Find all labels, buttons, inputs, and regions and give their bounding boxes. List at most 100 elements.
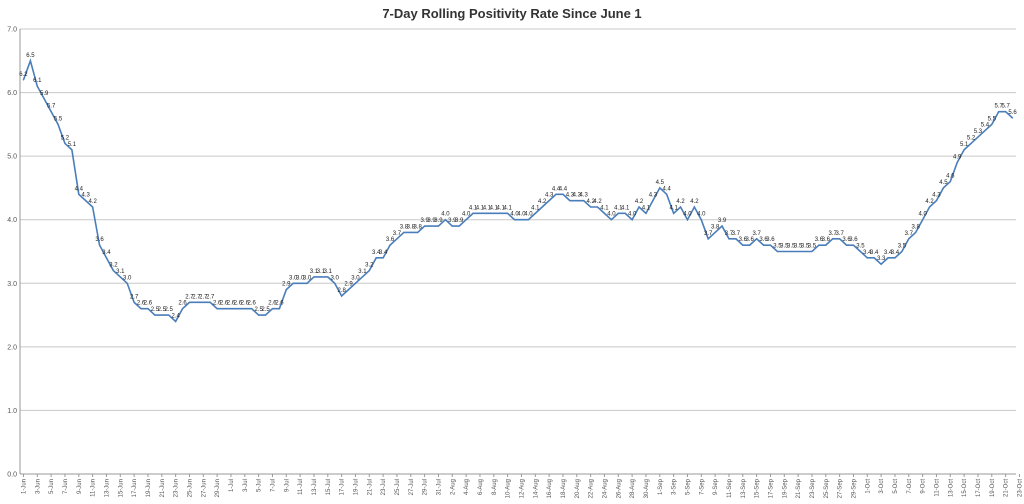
data-point: [880, 263, 882, 265]
x-tick-label: 29-Jul: [423, 479, 429, 495]
data-label: 4.1: [600, 205, 609, 211]
data-label: 3.6: [766, 237, 775, 243]
data-label: 3.4: [379, 250, 388, 256]
data-point: [707, 238, 709, 240]
x-tick-label: 7-Jun: [63, 479, 69, 494]
data-label: 4.3: [932, 193, 941, 199]
data-label: 3.7: [905, 231, 914, 237]
data-label: 5.2: [967, 135, 976, 141]
data-point: [804, 250, 806, 253]
data-label: 4.3: [649, 193, 658, 199]
data-label: 4.6: [946, 174, 955, 180]
data-label: 2.6: [178, 301, 187, 307]
data-label: 2.6: [137, 301, 146, 307]
x-tick-label: 20-Aug: [575, 479, 581, 498]
data-point: [396, 238, 398, 240]
data-point: [949, 180, 951, 183]
data-point: [36, 85, 38, 87]
data-label: 4.4: [552, 186, 561, 192]
data-label: 3.7: [752, 231, 761, 237]
data-label: 4.2: [925, 199, 934, 205]
data-point: [216, 308, 218, 310]
data-label: 4.0: [697, 212, 706, 218]
data-label: 2.5: [254, 307, 263, 313]
y-tick-label: 7.0: [7, 27, 17, 34]
x-tick-label: 13-Oct: [948, 479, 954, 497]
data-point: [714, 231, 716, 234]
data-point: [64, 142, 66, 145]
data-point: [493, 212, 495, 214]
data-point: [472, 212, 474, 214]
data-label: 4.2: [586, 199, 595, 205]
data-point: [797, 250, 799, 253]
y-tick-label: 4.0: [7, 217, 17, 224]
data-point: [251, 308, 253, 310]
data-point: [389, 244, 391, 246]
data-label: 3.9: [427, 218, 436, 224]
data-label: 3.7: [704, 231, 713, 237]
data-label: 4.1: [476, 205, 485, 211]
data-label: 3.8: [414, 224, 423, 230]
data-label: 3.9: [718, 218, 727, 224]
x-tick-label: 23-Jun: [174, 479, 180, 497]
data-point: [839, 238, 841, 240]
x-tick-label: 21-Sep: [796, 478, 802, 498]
data-label: 3.9: [420, 218, 429, 224]
data-point: [22, 79, 25, 81]
data-label: 3.1: [310, 269, 319, 275]
data-point: [403, 231, 405, 234]
x-tick-label: 24-Aug: [602, 479, 608, 498]
x-tick-label: 23-Sep: [810, 478, 816, 498]
data-label: 3.7: [732, 231, 741, 237]
data-point: [140, 308, 142, 310]
data-point: [922, 219, 924, 221]
data-label: 3.3: [877, 256, 886, 262]
data-point: [334, 282, 336, 284]
data-point: [451, 225, 453, 227]
series-line: [22, 58, 1014, 323]
data-point: [852, 244, 855, 246]
x-tick-label: 16-Aug: [547, 479, 553, 498]
data-label: 5.5: [54, 116, 63, 122]
axes: [19, 29, 1020, 477]
data-label: 4.0: [510, 212, 519, 218]
data-point: [410, 231, 412, 234]
data-point: [1011, 117, 1014, 119]
data-label: 4.2: [593, 199, 602, 205]
data-point: [299, 282, 301, 284]
data-label: 3.4: [884, 250, 893, 256]
data-label: 3.0: [351, 275, 360, 281]
data-point: [223, 308, 225, 310]
x-tick-label: 23-Jul: [381, 479, 387, 495]
data-point: [666, 193, 668, 195]
x-tick-label: 1-Oct: [865, 479, 871, 494]
data-label: 4.1: [497, 205, 506, 211]
data-label: 2.5: [261, 307, 270, 313]
data-label: 4.1: [483, 205, 492, 211]
data-point: [161, 314, 163, 316]
data-label: 3.5: [773, 244, 782, 250]
data-label: 3.6: [842, 237, 851, 243]
data-point: [998, 111, 1000, 113]
data-point: [887, 257, 889, 259]
data-point: [424, 225, 426, 227]
data-point: [776, 250, 778, 253]
data-point: [50, 111, 52, 113]
data-label: 4.0: [607, 212, 616, 218]
data-point: [693, 206, 695, 208]
data-point: [742, 244, 744, 246]
data-label: 2.8: [337, 288, 346, 294]
data-label: 3.2: [365, 263, 374, 269]
data-point: [700, 219, 702, 221]
data-point: [756, 238, 758, 240]
data-point: [347, 289, 350, 291]
data-point: [237, 308, 239, 310]
data-label: 3.7: [393, 231, 402, 237]
data-label: 5.1: [960, 142, 969, 148]
x-tick-label: 15-Jun: [118, 479, 124, 497]
data-label: 2.6: [248, 301, 257, 307]
data-point: [631, 219, 633, 221]
x-tick-label: 3-Jul: [243, 479, 249, 492]
x-tick-label: 9-Oct: [921, 479, 927, 494]
x-tick-label: 13-Jul: [312, 479, 318, 495]
